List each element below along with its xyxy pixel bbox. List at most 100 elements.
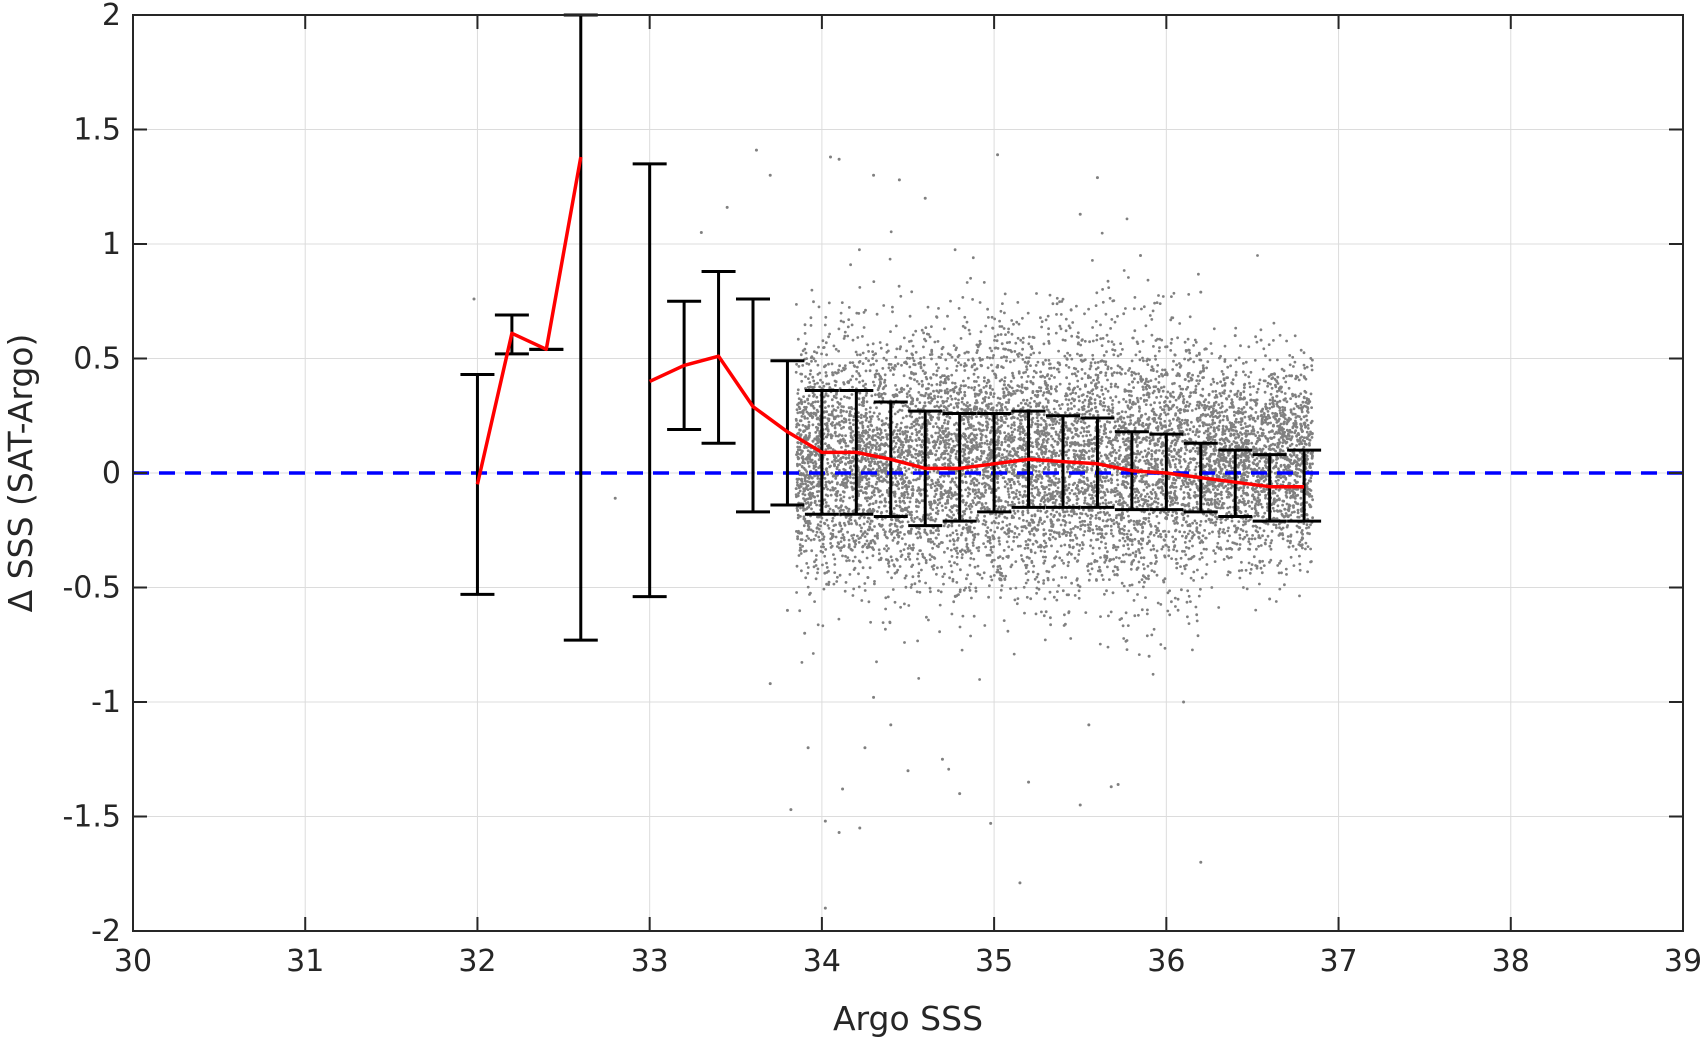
scatter-point bbox=[1005, 524, 1009, 527]
scatter-point bbox=[810, 359, 813, 363]
scatter-point bbox=[1136, 417, 1140, 420]
scatter-point bbox=[1205, 484, 1209, 487]
scatter-point bbox=[1089, 520, 1092, 524]
scatter-point bbox=[1000, 325, 1004, 328]
scatter-point bbox=[887, 564, 891, 568]
scatter-point bbox=[861, 335, 864, 338]
scatter-point bbox=[970, 596, 973, 600]
scatter-point bbox=[923, 401, 927, 404]
scatter-point bbox=[1219, 406, 1222, 410]
scatter-point bbox=[1220, 370, 1224, 373]
scatter-point bbox=[1182, 483, 1186, 486]
scatter-point bbox=[938, 429, 942, 432]
scatter-point bbox=[1214, 552, 1217, 555]
scatter-point bbox=[1192, 425, 1196, 429]
scatter-point bbox=[929, 529, 933, 533]
scatter-point bbox=[986, 453, 990, 457]
scatter-point bbox=[1100, 344, 1104, 347]
scatter-point bbox=[1230, 428, 1234, 432]
scatter-point bbox=[1003, 311, 1006, 315]
scatter-point bbox=[856, 336, 860, 339]
scatter-point bbox=[900, 492, 904, 495]
scatter-point bbox=[830, 398, 834, 402]
scatter-point bbox=[1055, 598, 1059, 602]
scatter-point bbox=[1217, 606, 1221, 609]
scatter-point bbox=[930, 486, 933, 489]
scatter-point bbox=[827, 526, 831, 530]
scatter-point bbox=[1298, 562, 1302, 566]
scatter-point bbox=[1286, 539, 1290, 543]
scatter-point bbox=[900, 537, 904, 540]
scatter-point bbox=[830, 410, 834, 413]
scatter-point bbox=[1293, 510, 1296, 514]
scatter-point bbox=[910, 352, 914, 356]
scatter-point bbox=[910, 290, 914, 294]
scatter-point bbox=[1101, 392, 1105, 396]
scatter-point bbox=[1202, 547, 1206, 551]
scatter-point bbox=[910, 400, 913, 404]
scatter-point bbox=[1099, 399, 1102, 403]
scatter-point bbox=[1161, 444, 1164, 448]
scatter-point bbox=[1057, 532, 1061, 536]
scatter-point bbox=[1057, 421, 1061, 425]
scatter-point bbox=[1100, 231, 1104, 235]
scatter-point bbox=[896, 410, 900, 414]
scatter-point bbox=[806, 417, 809, 420]
scatter-point bbox=[1089, 361, 1093, 365]
scatter-point bbox=[875, 359, 878, 363]
scatter-point bbox=[982, 571, 986, 575]
scatter-point bbox=[908, 435, 912, 439]
scatter-point bbox=[1200, 576, 1204, 580]
scatter-point bbox=[1276, 358, 1279, 362]
scatter-point bbox=[1284, 374, 1288, 378]
scatter-point bbox=[1101, 578, 1105, 581]
scatter-point bbox=[1050, 520, 1054, 523]
scatter-point bbox=[1274, 479, 1278, 483]
scatter-point bbox=[1247, 540, 1251, 543]
scatter-point bbox=[1105, 420, 1109, 424]
scatter-point bbox=[921, 455, 924, 459]
scatter-point bbox=[1063, 523, 1067, 527]
scatter-point bbox=[1136, 496, 1140, 500]
scatter-point bbox=[935, 404, 939, 408]
scatter-point bbox=[1287, 386, 1291, 390]
scatter-point bbox=[935, 488, 939, 492]
scatter-point bbox=[1097, 381, 1101, 384]
scatter-point bbox=[911, 356, 915, 360]
scatter-point bbox=[1228, 421, 1232, 425]
scatter-point bbox=[946, 397, 950, 400]
scatter-point bbox=[1151, 672, 1155, 676]
scatter-point bbox=[1250, 563, 1254, 566]
scatter-point bbox=[1171, 502, 1175, 506]
scatter-point bbox=[827, 382, 831, 386]
scatter-point bbox=[1109, 477, 1113, 481]
scatter-point bbox=[1246, 439, 1250, 442]
scatter-point bbox=[833, 563, 837, 566]
scatter-point bbox=[1208, 532, 1211, 535]
scatter-point bbox=[875, 369, 879, 372]
scatter-point bbox=[823, 416, 827, 419]
scatter-point bbox=[1122, 516, 1125, 520]
scatter-point bbox=[1081, 401, 1085, 404]
scatter-point bbox=[1027, 342, 1031, 346]
scatter-point bbox=[868, 442, 872, 446]
scatter-point bbox=[1226, 476, 1230, 480]
scatter-point bbox=[982, 386, 986, 389]
scatter-point bbox=[1039, 316, 1042, 320]
scatter-point bbox=[1037, 520, 1041, 524]
scatter-point bbox=[1228, 505, 1232, 509]
scatter-point bbox=[1026, 511, 1030, 515]
scatter-point bbox=[1211, 418, 1215, 422]
scatter-point bbox=[1240, 433, 1244, 436]
scatter-point bbox=[1089, 376, 1092, 379]
scatter-point bbox=[954, 455, 958, 459]
scatter-point bbox=[878, 495, 882, 498]
scatter-point bbox=[1045, 408, 1049, 411]
scatter-point bbox=[1085, 434, 1088, 438]
scatter-point bbox=[895, 432, 899, 436]
scatter-point bbox=[960, 407, 964, 411]
scatter-point bbox=[1066, 408, 1070, 412]
scatter-point bbox=[883, 373, 887, 377]
scatter-point bbox=[1058, 514, 1062, 517]
scatter-point bbox=[843, 523, 847, 527]
